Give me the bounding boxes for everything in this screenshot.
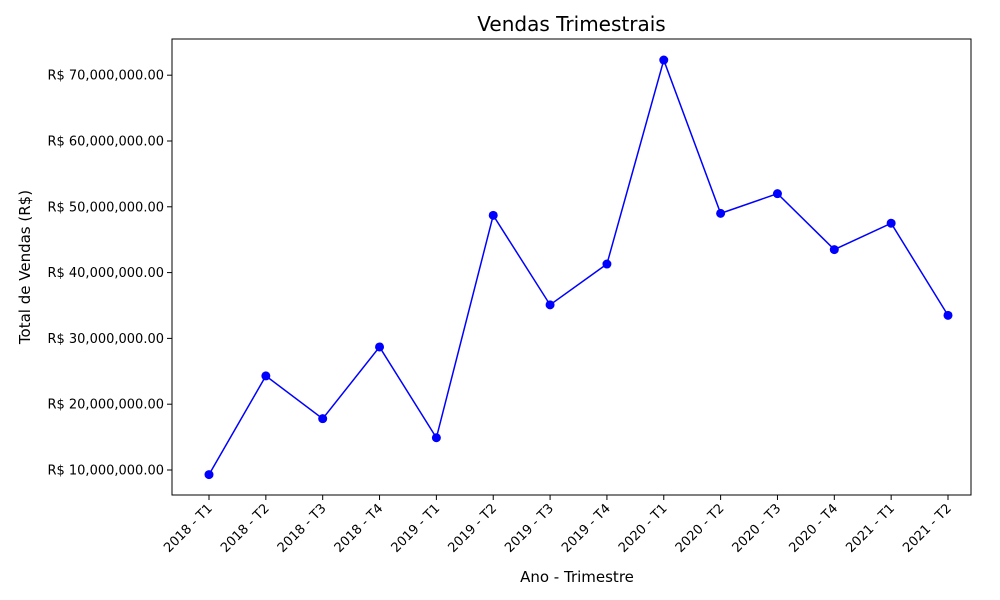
x-tick-label: 2021 - T2 xyxy=(900,501,955,556)
data-point xyxy=(943,310,953,320)
x-tick-label: 2020 - T4 xyxy=(787,501,842,556)
y-axis-title: Total de Vendas (R$) xyxy=(16,190,34,345)
data-point xyxy=(204,470,214,480)
y-tick-label: R$ 40,000,000.00 xyxy=(47,266,164,281)
y-tick-label: R$ 30,000,000.00 xyxy=(47,332,164,347)
y-tick-label: R$ 50,000,000.00 xyxy=(47,200,164,215)
data-point xyxy=(772,189,782,199)
series-line xyxy=(208,57,949,475)
data-point xyxy=(431,433,441,443)
data-point xyxy=(488,210,498,220)
data-point xyxy=(716,208,726,218)
x-tick-label: 2019 - T2 xyxy=(445,501,500,556)
data-point xyxy=(602,259,612,269)
y-tick-label: R$ 20,000,000.00 xyxy=(47,398,164,413)
x-tick-label: 2020 - T2 xyxy=(673,501,728,556)
y-tick-label: R$ 70,000,000.00 xyxy=(47,69,164,84)
chart-title: Vendas Trimestrais xyxy=(477,12,665,36)
y-axis: R$ 10,000,000.00 R$ 20,000,000.00 R$ 30,00… xyxy=(47,69,172,478)
x-tick-label: 2018 - T4 xyxy=(332,501,387,556)
x-tick-label: 2020 - T1 xyxy=(616,501,671,556)
data-point xyxy=(829,245,839,255)
data-point xyxy=(375,342,385,352)
x-tick-label: 2020 - T3 xyxy=(730,501,785,556)
data-point xyxy=(318,414,328,424)
x-tick-label: 2021 - T1 xyxy=(843,501,898,556)
series-sales xyxy=(204,55,953,480)
x-tick-label: 2019 - T3 xyxy=(502,501,557,556)
y-tick-label: R$ 60,000,000.00 xyxy=(47,134,164,149)
plot-frame xyxy=(171,38,972,496)
x-tick-label: 2019 - T4 xyxy=(559,501,614,556)
y-tick-label: R$ 10,000,000.00 xyxy=(47,463,164,478)
x-axis-title: Ano - Trimestre xyxy=(520,568,634,586)
data-point xyxy=(886,218,896,228)
x-tick-label: 2018 - T3 xyxy=(275,501,330,556)
data-point xyxy=(261,371,271,381)
data-point xyxy=(545,300,555,310)
x-axis: 2018 - T1 2018 - T2 2018 - T3 2018 - T4 2019… xyxy=(161,495,955,556)
x-tick-label: 2018 - T1 xyxy=(161,501,216,556)
x-tick-label: 2018 - T2 xyxy=(218,501,273,556)
x-tick-label: 2019 - T1 xyxy=(389,501,444,556)
data-point xyxy=(659,55,669,65)
